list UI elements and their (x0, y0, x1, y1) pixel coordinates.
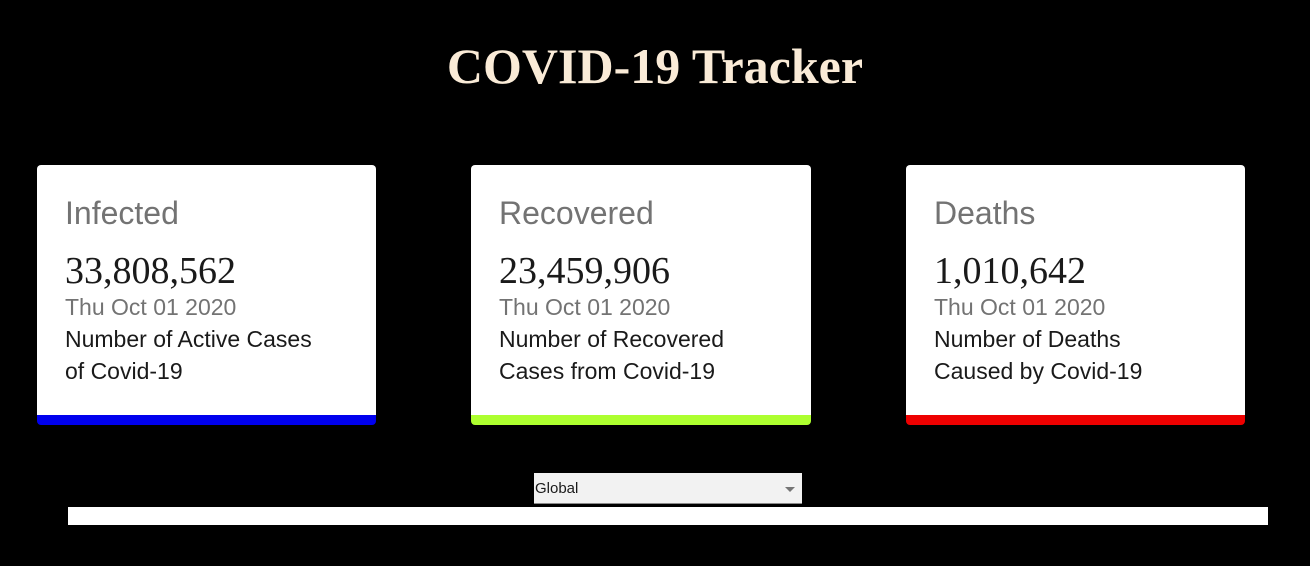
deaths-description: Number of Deaths Caused by Covid-19 (934, 323, 1204, 387)
deaths-card: Deaths 1,010,642 Thu Oct 01 2020 Number … (906, 165, 1245, 425)
recovered-card: Recovered 23,459,906 Thu Oct 01 2020 Num… (471, 165, 811, 425)
infected-label: Infected (65, 193, 348, 233)
infected-date: Thu Oct 01 2020 (65, 293, 348, 321)
deaths-count: 1,010,642 (934, 249, 1217, 293)
deaths-date: Thu Oct 01 2020 (934, 293, 1217, 321)
country-select[interactable]: Global (534, 473, 802, 504)
recovered-date: Thu Oct 01 2020 (499, 293, 783, 321)
recovered-label: Recovered (499, 193, 783, 233)
infected-count: 33,808,562 (65, 249, 348, 293)
chart-container (68, 507, 1268, 525)
infected-card: Infected 33,808,562 Thu Oct 01 2020 Numb… (37, 165, 376, 425)
recovered-count: 23,459,906 (499, 249, 783, 293)
page-title: COVID-19 Tracker (0, 36, 1310, 96)
deaths-label: Deaths (934, 193, 1217, 233)
country-select-value: Global (535, 480, 578, 497)
chevron-down-icon[interactable] (785, 487, 795, 492)
recovered-description: Number of Recovered Cases from Covid-19 (499, 323, 769, 387)
infected-description: Number of Active Cases of Covid-19 (65, 323, 335, 387)
